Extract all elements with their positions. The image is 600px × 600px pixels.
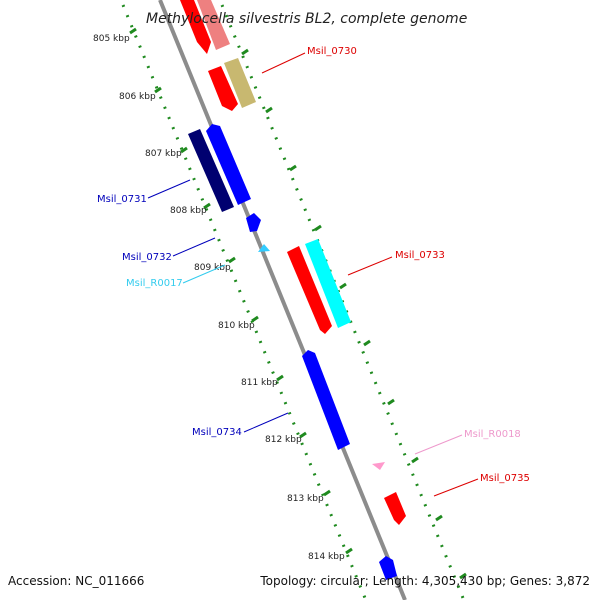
kbp-label: 807 kbp — [145, 149, 182, 159]
gene-label-msil-r0017[interactable]: Msil_R0017 — [126, 278, 183, 289]
gene-label-msil-0730[interactable]: Msil_0730 — [307, 46, 357, 57]
gene-feature-msil-0730[interactable] — [208, 66, 238, 111]
gene-label-msil-0735[interactable]: Msil_0735 — [480, 473, 530, 484]
kbp-label: 811 kbp — [241, 378, 278, 388]
kbp-label: 809 kbp — [194, 263, 231, 273]
label-connector — [182, 264, 226, 284]
genome-summary-text: Topology: circular; Length: 4,305,430 bp… — [260, 574, 590, 588]
label-connector — [414, 434, 463, 455]
accession-text: Accession: NC_011666 — [8, 574, 145, 588]
gene-feature[interactable] — [197, 0, 230, 50]
label-connector — [433, 478, 479, 497]
left-tick-track — [121, 4, 367, 599]
gene-label-msil-0733[interactable]: Msil_0733 — [395, 250, 445, 261]
label-connector — [147, 179, 191, 199]
gene-feature-msil-0735[interactable] — [384, 492, 406, 525]
label-connector — [347, 256, 393, 276]
label-connector — [172, 237, 216, 257]
kbp-label: 814 kbp — [308, 552, 345, 562]
gene-label-msil-0731[interactable]: Msil_0731 — [97, 194, 147, 205]
gene-feature-msil-0731[interactable] — [188, 129, 234, 212]
gene-features — [180, 0, 406, 580]
kbp-label: 812 kbp — [265, 435, 302, 445]
map-title: Methylocella silvestris BL2, complete ge… — [146, 11, 467, 27]
gene-feature-msil-0732[interactable] — [246, 213, 261, 232]
gene-label-msil-r0018[interactable]: Msil_R0018 — [464, 429, 521, 440]
kbp-label: 810 kbp — [218, 321, 255, 331]
gene-feature-msil-0733[interactable] — [305, 239, 351, 328]
kbp-label: 813 kbp — [287, 494, 324, 504]
genome-backbone — [158, 0, 407, 600]
gene-feature[interactable] — [224, 58, 256, 108]
gene-feature[interactable] — [379, 556, 397, 580]
label-connector — [243, 412, 289, 433]
major-ticks — [129, 27, 467, 580]
trna-feature-msil-r0017[interactable] — [258, 244, 270, 252]
gene-feature[interactable] — [180, 0, 211, 54]
label-connector — [261, 52, 306, 74]
gene-feature[interactable] — [287, 246, 332, 334]
kbp-label: 805 kbp — [93, 34, 130, 44]
kbp-label: 806 kbp — [119, 92, 156, 102]
gene-feature-msil-0734[interactable] — [302, 350, 350, 450]
gene-label-msil-0732[interactable]: Msil_0732 — [122, 252, 172, 263]
kbp-label: 808 kbp — [170, 206, 207, 216]
gene-feature[interactable] — [206, 124, 251, 205]
gene-label-msil-0734[interactable]: Msil_0734 — [192, 427, 242, 438]
rrna-feature-msil-r0018[interactable] — [372, 462, 385, 470]
